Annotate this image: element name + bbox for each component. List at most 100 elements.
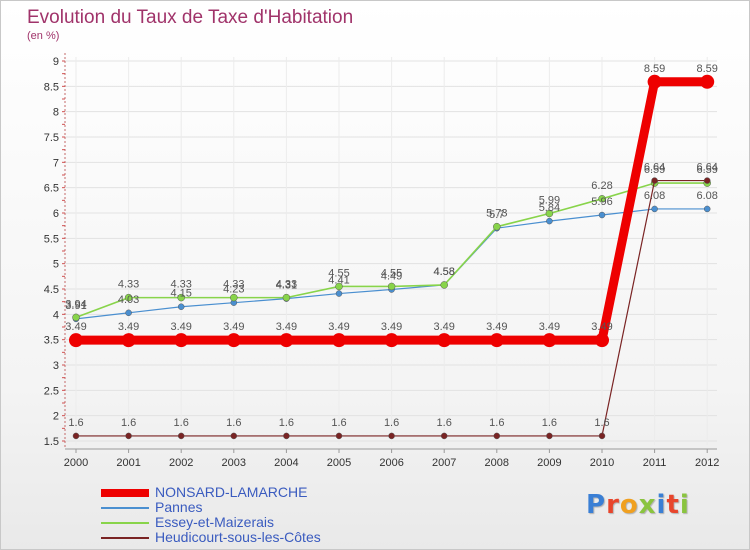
y-tick-label: 6 (53, 208, 59, 220)
data-point (335, 290, 343, 297)
data-point (440, 281, 448, 289)
x-tick-label: 2005 (327, 457, 351, 469)
x-tick-label: 2010 (590, 457, 614, 469)
data-point (700, 74, 715, 89)
data-point (279, 333, 294, 348)
data-label: 4.33 (276, 279, 297, 291)
data-label: 1.6 (542, 417, 557, 429)
y-tick-label: 5.5 (44, 233, 59, 245)
y-tick-label: 3.5 (44, 335, 59, 347)
data-label: 3.49 (65, 321, 86, 333)
data-label: 1.6 (68, 417, 83, 429)
data-label: 3.49 (170, 321, 191, 333)
data-point (651, 177, 658, 184)
data-point (437, 333, 452, 348)
y-tick-label: 4 (53, 309, 59, 321)
data-label: 1.6 (174, 417, 189, 429)
data-label: 3.49 (591, 321, 612, 333)
data-label: 1.6 (594, 417, 609, 429)
series-heudicourt-sous-les-c-tes (72, 177, 711, 440)
data-label: 4.33 (118, 279, 139, 291)
x-tick-label: 2007 (432, 457, 456, 469)
y-tick-label: 3 (53, 360, 59, 372)
data-point (226, 333, 241, 348)
y-tick-label: 2.5 (44, 385, 59, 397)
data-point (489, 333, 504, 348)
data-point (124, 293, 133, 302)
data-point (493, 222, 501, 231)
x-tick-label: 2011 (643, 457, 667, 469)
data-point (387, 282, 396, 291)
data-label: 1.6 (279, 417, 294, 429)
data-point (703, 205, 711, 213)
data-point (546, 217, 553, 225)
data-point (595, 333, 609, 348)
data-label: 5.84 (539, 202, 560, 214)
x-tick-label: 2003 (222, 457, 246, 469)
data-label: 5.99 (539, 195, 560, 207)
data-label: 3.49 (276, 321, 297, 333)
y-tick-label: 9 (53, 56, 59, 68)
data-point (335, 432, 343, 440)
data-point (177, 293, 185, 302)
data-point (546, 432, 553, 440)
data-point (174, 333, 189, 348)
x-tick-label: 2004 (274, 457, 298, 469)
y-tick-label: 4.5 (44, 284, 59, 296)
proxiti-logo: Proxiti (586, 490, 690, 520)
data-point (335, 282, 343, 291)
data-point (177, 303, 185, 310)
data-point (545, 209, 554, 218)
data-point (69, 333, 83, 348)
data-point (282, 293, 291, 302)
data-label: 5.73 (486, 208, 507, 220)
x-tick-label: 2008 (485, 457, 509, 469)
data-point (598, 211, 606, 219)
data-label: 3.49 (381, 321, 402, 333)
data-point (647, 74, 662, 89)
data-label: 4.55 (328, 267, 349, 279)
data-label: 1.6 (489, 417, 504, 429)
data-point (125, 309, 132, 317)
data-label: 6.64 (696, 162, 717, 174)
data-point (598, 195, 606, 203)
data-point (72, 432, 80, 440)
data-point (384, 333, 399, 348)
data-point (651, 205, 658, 213)
data-point (230, 293, 238, 302)
legend-label: NONSARD-LAMARCHE (155, 484, 308, 500)
legend-swatch (101, 507, 149, 509)
y-tick-label: 1.5 (44, 436, 59, 448)
data-label: 8.59 (644, 63, 665, 75)
data-point (703, 177, 711, 184)
y-tick-label: 6.5 (44, 183, 59, 195)
data-point (388, 432, 395, 440)
data-label: 6.08 (644, 190, 665, 202)
legend-swatch (101, 537, 149, 539)
data-label: 6.64 (644, 162, 665, 174)
data-label: 4.15 (170, 288, 191, 300)
data-point (121, 333, 136, 348)
data-point (332, 333, 346, 348)
data-label: 6.08 (696, 190, 717, 202)
data-point (493, 432, 501, 440)
data-label: 4.58 (433, 266, 454, 278)
series-nonsard-lamarche (69, 74, 715, 348)
data-point (72, 313, 80, 322)
data-label: 1.6 (437, 417, 452, 429)
data-point (177, 432, 185, 440)
data-label: 6.28 (591, 180, 612, 192)
legend-swatch (101, 489, 149, 497)
y-tick-label: 5 (53, 259, 59, 271)
data-point (125, 432, 132, 440)
data-label: 4.03 (118, 294, 139, 306)
data-label: 1.6 (226, 417, 241, 429)
x-tick-label: 2000 (64, 457, 88, 469)
data-label: 3.49 (328, 321, 349, 333)
data-label: 4.33 (170, 279, 191, 291)
legend-label: Heudicourt-sous-les-Côtes (155, 529, 321, 545)
data-label: 5.7 (489, 209, 504, 221)
data-label: 1.6 (331, 417, 346, 429)
x-tick-label: 2012 (695, 457, 719, 469)
